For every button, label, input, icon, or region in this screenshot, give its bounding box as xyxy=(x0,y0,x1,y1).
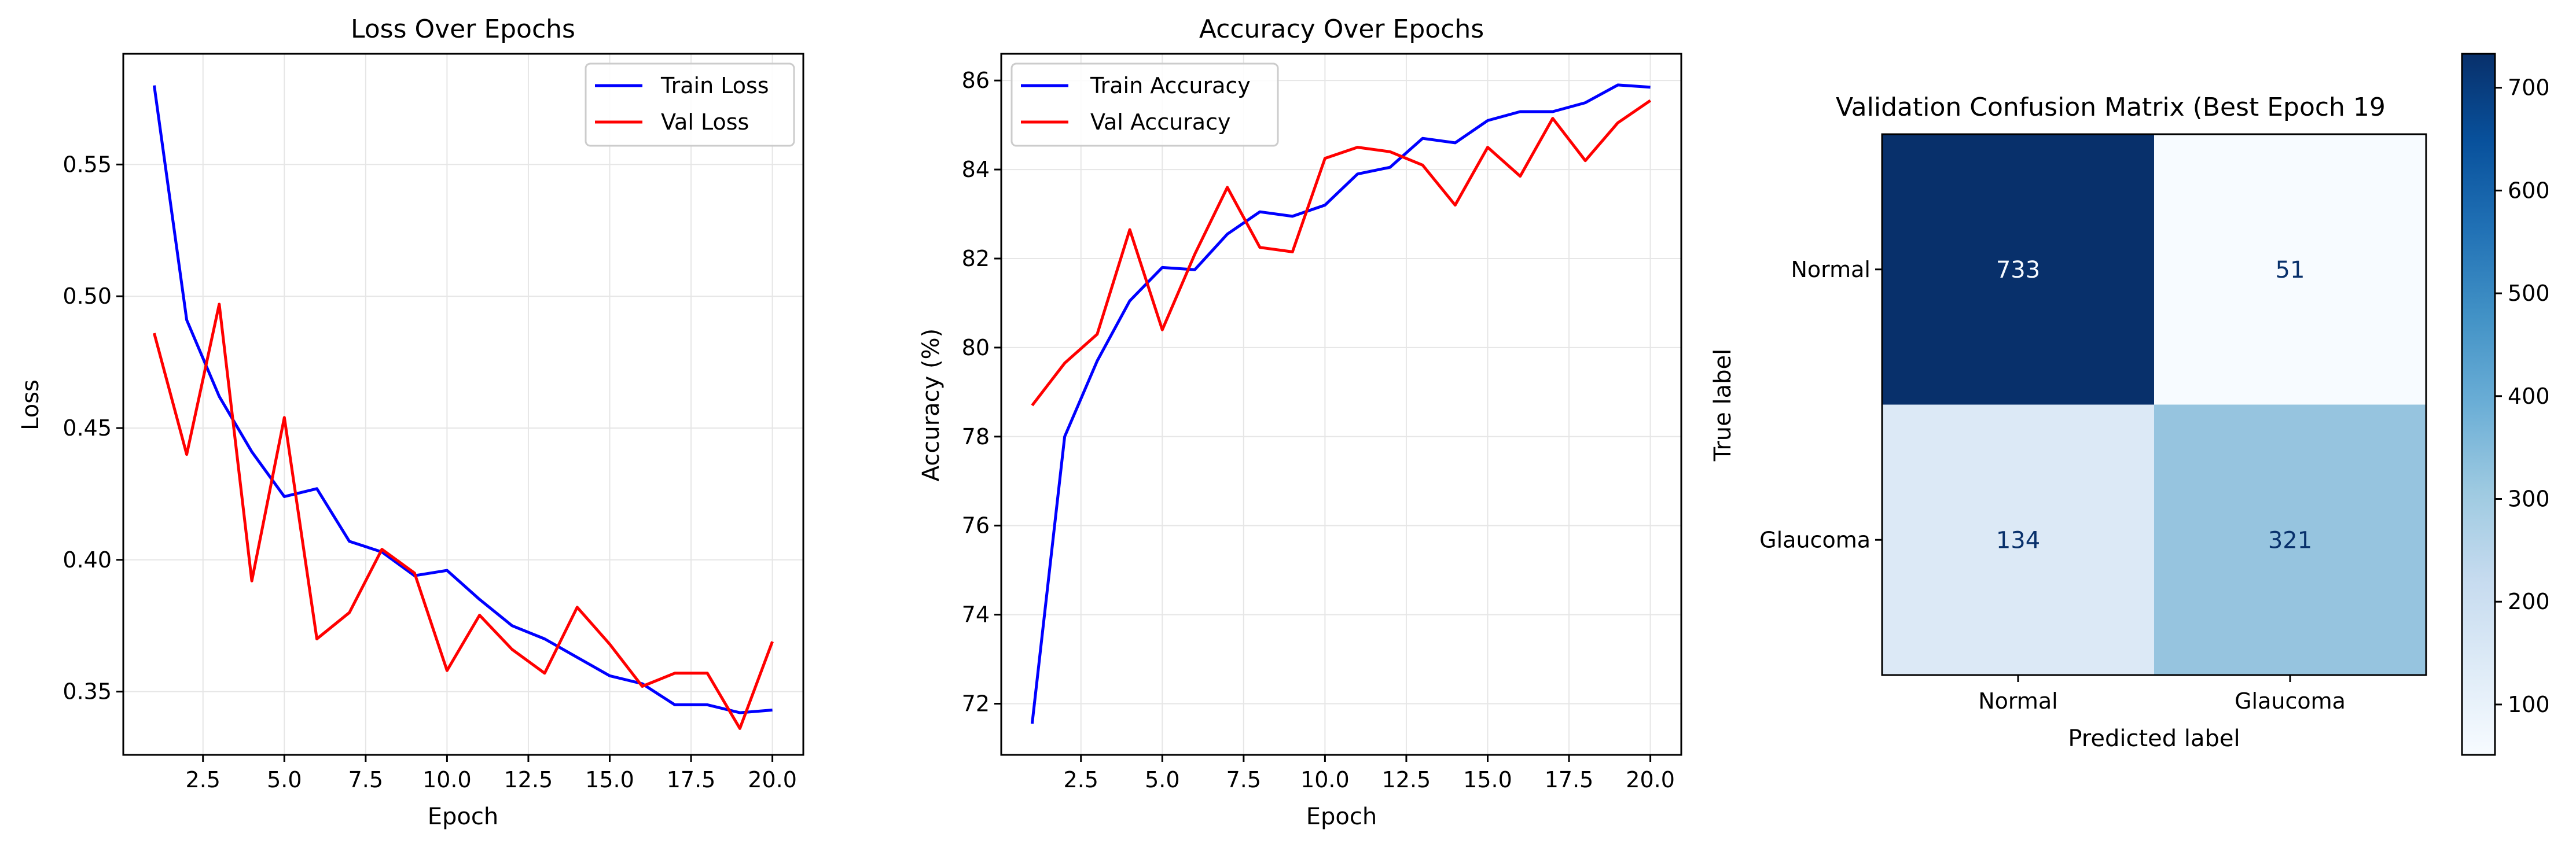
loss-x-tick-label: 20.0 xyxy=(748,767,797,792)
cm-y-tick-label-glaucoma: Glaucoma xyxy=(1759,527,1871,552)
legend-label-train-loss: Train Loss xyxy=(660,73,769,98)
loss-x-axis-label: Epoch xyxy=(428,803,498,830)
accuracy-grid xyxy=(1001,54,1681,755)
accuracy-y-tick-label: 78 xyxy=(962,424,990,449)
loss-y-ticks: 0.35 0.40 0.45 0.50 0.55 xyxy=(63,152,123,705)
accuracy-y-tick-label: 76 xyxy=(962,513,990,539)
accuracy-x-ticks: 2.5 5.0 7.5 10.0 12.5 15.0 17.5 20.0 xyxy=(1064,755,1675,792)
accuracy-x-tick-label: 2.5 xyxy=(1064,767,1098,792)
accuracy-x-tick-label: 10.0 xyxy=(1300,767,1350,792)
loss-y-tick-label: 0.55 xyxy=(63,152,112,177)
accuracy-x-tick-label: 12.5 xyxy=(1382,767,1431,792)
cm-value-normal-glaucoma: 51 xyxy=(2276,257,2305,283)
loss-y-tick-label: 0.50 xyxy=(63,283,112,309)
colorbar-tick-label: 200 xyxy=(2508,589,2550,614)
accuracy-x-tick-label: 5.0 xyxy=(1145,767,1179,792)
accuracy-y-tick-label: 74 xyxy=(962,602,990,628)
legend-label-train-accuracy: Train Accuracy xyxy=(1090,73,1251,98)
loss-y-tick-label: 0.45 xyxy=(63,415,112,441)
series-line-train-loss xyxy=(152,85,773,714)
loss-x-tick-label: 17.5 xyxy=(667,767,716,792)
loss-x-tick-label: 2.5 xyxy=(186,767,221,792)
accuracy-x-tick-label: 17.5 xyxy=(1545,767,1594,792)
loss-chart: 2.5 5.0 7.5 10.0 12.5 15.0 17.5 20.0 0.350.400.… xyxy=(17,14,804,830)
loss-x-ticks: 2.5 5.0 7.5 10.0 12.5 15.0 17.5 20.0 xyxy=(186,755,797,792)
colorbar-tick-label: 100 xyxy=(2508,692,2550,717)
colorbar-ticks: 100 200 300 400 500 600 700 xyxy=(2495,75,2550,717)
cm-x-tick-label-normal: Normal xyxy=(1978,688,2058,714)
accuracy-x-tick-label: 15.0 xyxy=(1463,767,1512,792)
cm-value-glaucoma-glaucoma: 321 xyxy=(2268,527,2312,554)
colorbar-tick-label: 400 xyxy=(2508,384,2550,409)
accuracy-y-axis-label: Accuracy (%) xyxy=(918,329,945,482)
series-line-train-accuracy xyxy=(1030,83,1651,724)
cm-cell-glaucoma-glaucoma xyxy=(2154,404,2426,675)
cm-y-tick-label-normal: Normal xyxy=(1791,257,1871,282)
confusion-matrix-ticks: Normal Glaucoma Normal Glaucoma xyxy=(1759,257,2346,714)
loss-chart-title: Loss Over Epochs xyxy=(351,14,575,44)
accuracy-legend: Train Accuracy Val Accuracy xyxy=(1010,62,1279,147)
loss-series-lines xyxy=(152,85,774,730)
accuracy-x-axis-label: Epoch xyxy=(1306,803,1377,830)
accuracy-legend-box xyxy=(1010,62,1279,147)
loss-x-tick-label: 12.5 xyxy=(504,767,553,792)
accuracy-y-ticks: 72 74 76 78 80 82 84 86 xyxy=(962,68,1001,717)
confusion-matrix-x-axis-label: Predicted label xyxy=(2068,725,2240,752)
colorbar-tick-label: 500 xyxy=(2508,281,2550,306)
loss-x-tick-label: 7.5 xyxy=(348,767,383,792)
loss-y-tick-label: 0.35 xyxy=(63,679,112,705)
cm-cell-normal-normal xyxy=(1882,134,2154,405)
accuracy-y-tick-label: 82 xyxy=(962,246,990,271)
cm-cell-normal-glaucoma xyxy=(2154,134,2426,405)
colorbar-tick-label: 700 xyxy=(2508,75,2550,101)
loss-plot-frame xyxy=(122,53,804,756)
accuracy-plot-frame xyxy=(1000,53,1682,756)
cm-x-tick-label-glaucoma: Glaucoma xyxy=(2235,688,2346,714)
loss-y-tick-label: 0.40 xyxy=(63,547,112,573)
accuracy-chart-title: Accuracy Over Epochs xyxy=(1199,14,1484,44)
series-line-val-loss xyxy=(152,303,774,730)
colorbar-gradient xyxy=(2461,53,2496,756)
confusion-matrix-title: Validation Confusion Matrix (Best Epoch … xyxy=(1836,93,2386,122)
accuracy-x-tick-label: 7.5 xyxy=(1226,767,1261,792)
confusion-matrix-cells: 733 51 134 321 xyxy=(1882,134,2426,675)
accuracy-y-tick-label: 84 xyxy=(962,157,990,182)
series-line-val-accuracy xyxy=(1031,99,1652,407)
confusion-matrix-frame xyxy=(1881,133,2427,676)
accuracy-y-tick-label: 80 xyxy=(962,335,990,360)
cm-value-glaucoma-normal: 134 xyxy=(1996,527,2040,554)
loss-y-axis-label: Loss xyxy=(17,379,44,430)
colorbar: 100 200 300 400 500 600 700 xyxy=(2441,0,2576,848)
loss-x-tick-label: 10.0 xyxy=(422,767,472,792)
loss-legend: Train Loss Val Loss xyxy=(585,62,795,147)
cm-cell-glaucoma-normal xyxy=(1882,404,2154,675)
cm-value-normal-normal: 733 xyxy=(1996,257,2040,283)
confusion-matrix-chart: Validation Confusion Matrix (Best Epoch … xyxy=(1710,0,2576,848)
accuracy-y-tick-label: 86 xyxy=(962,68,990,93)
accuracy-y-tick-label: 72 xyxy=(962,691,990,717)
confusion-matrix-y-axis-label: True label xyxy=(1710,349,1736,462)
loss-x-tick-label: 5.0 xyxy=(267,767,302,792)
accuracy-x-tick-label: 20.0 xyxy=(1626,767,1675,792)
legend-label-val-accuracy: Val Accuracy xyxy=(1090,109,1230,135)
loss-x-tick-label: 15.0 xyxy=(585,767,634,792)
colorbar-tick-label: 300 xyxy=(2508,486,2550,511)
colorbar-tick-label: 600 xyxy=(2508,178,2550,203)
accuracy-series-lines xyxy=(1030,83,1652,724)
legend-label-val-loss: Val Loss xyxy=(661,109,749,135)
accuracy-chart: 2.5 5.0 7.5 10.0 12.5 15.0 17.5 20.0 72 74 76 78 80… xyxy=(918,14,1682,830)
